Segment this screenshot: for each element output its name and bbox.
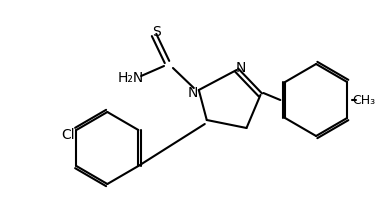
Text: N: N bbox=[235, 61, 246, 75]
Text: N: N bbox=[187, 86, 198, 100]
Text: H₂N: H₂N bbox=[118, 71, 144, 85]
Text: CH₃: CH₃ bbox=[352, 93, 375, 106]
Text: S: S bbox=[152, 25, 160, 39]
Text: Cl: Cl bbox=[62, 128, 75, 142]
